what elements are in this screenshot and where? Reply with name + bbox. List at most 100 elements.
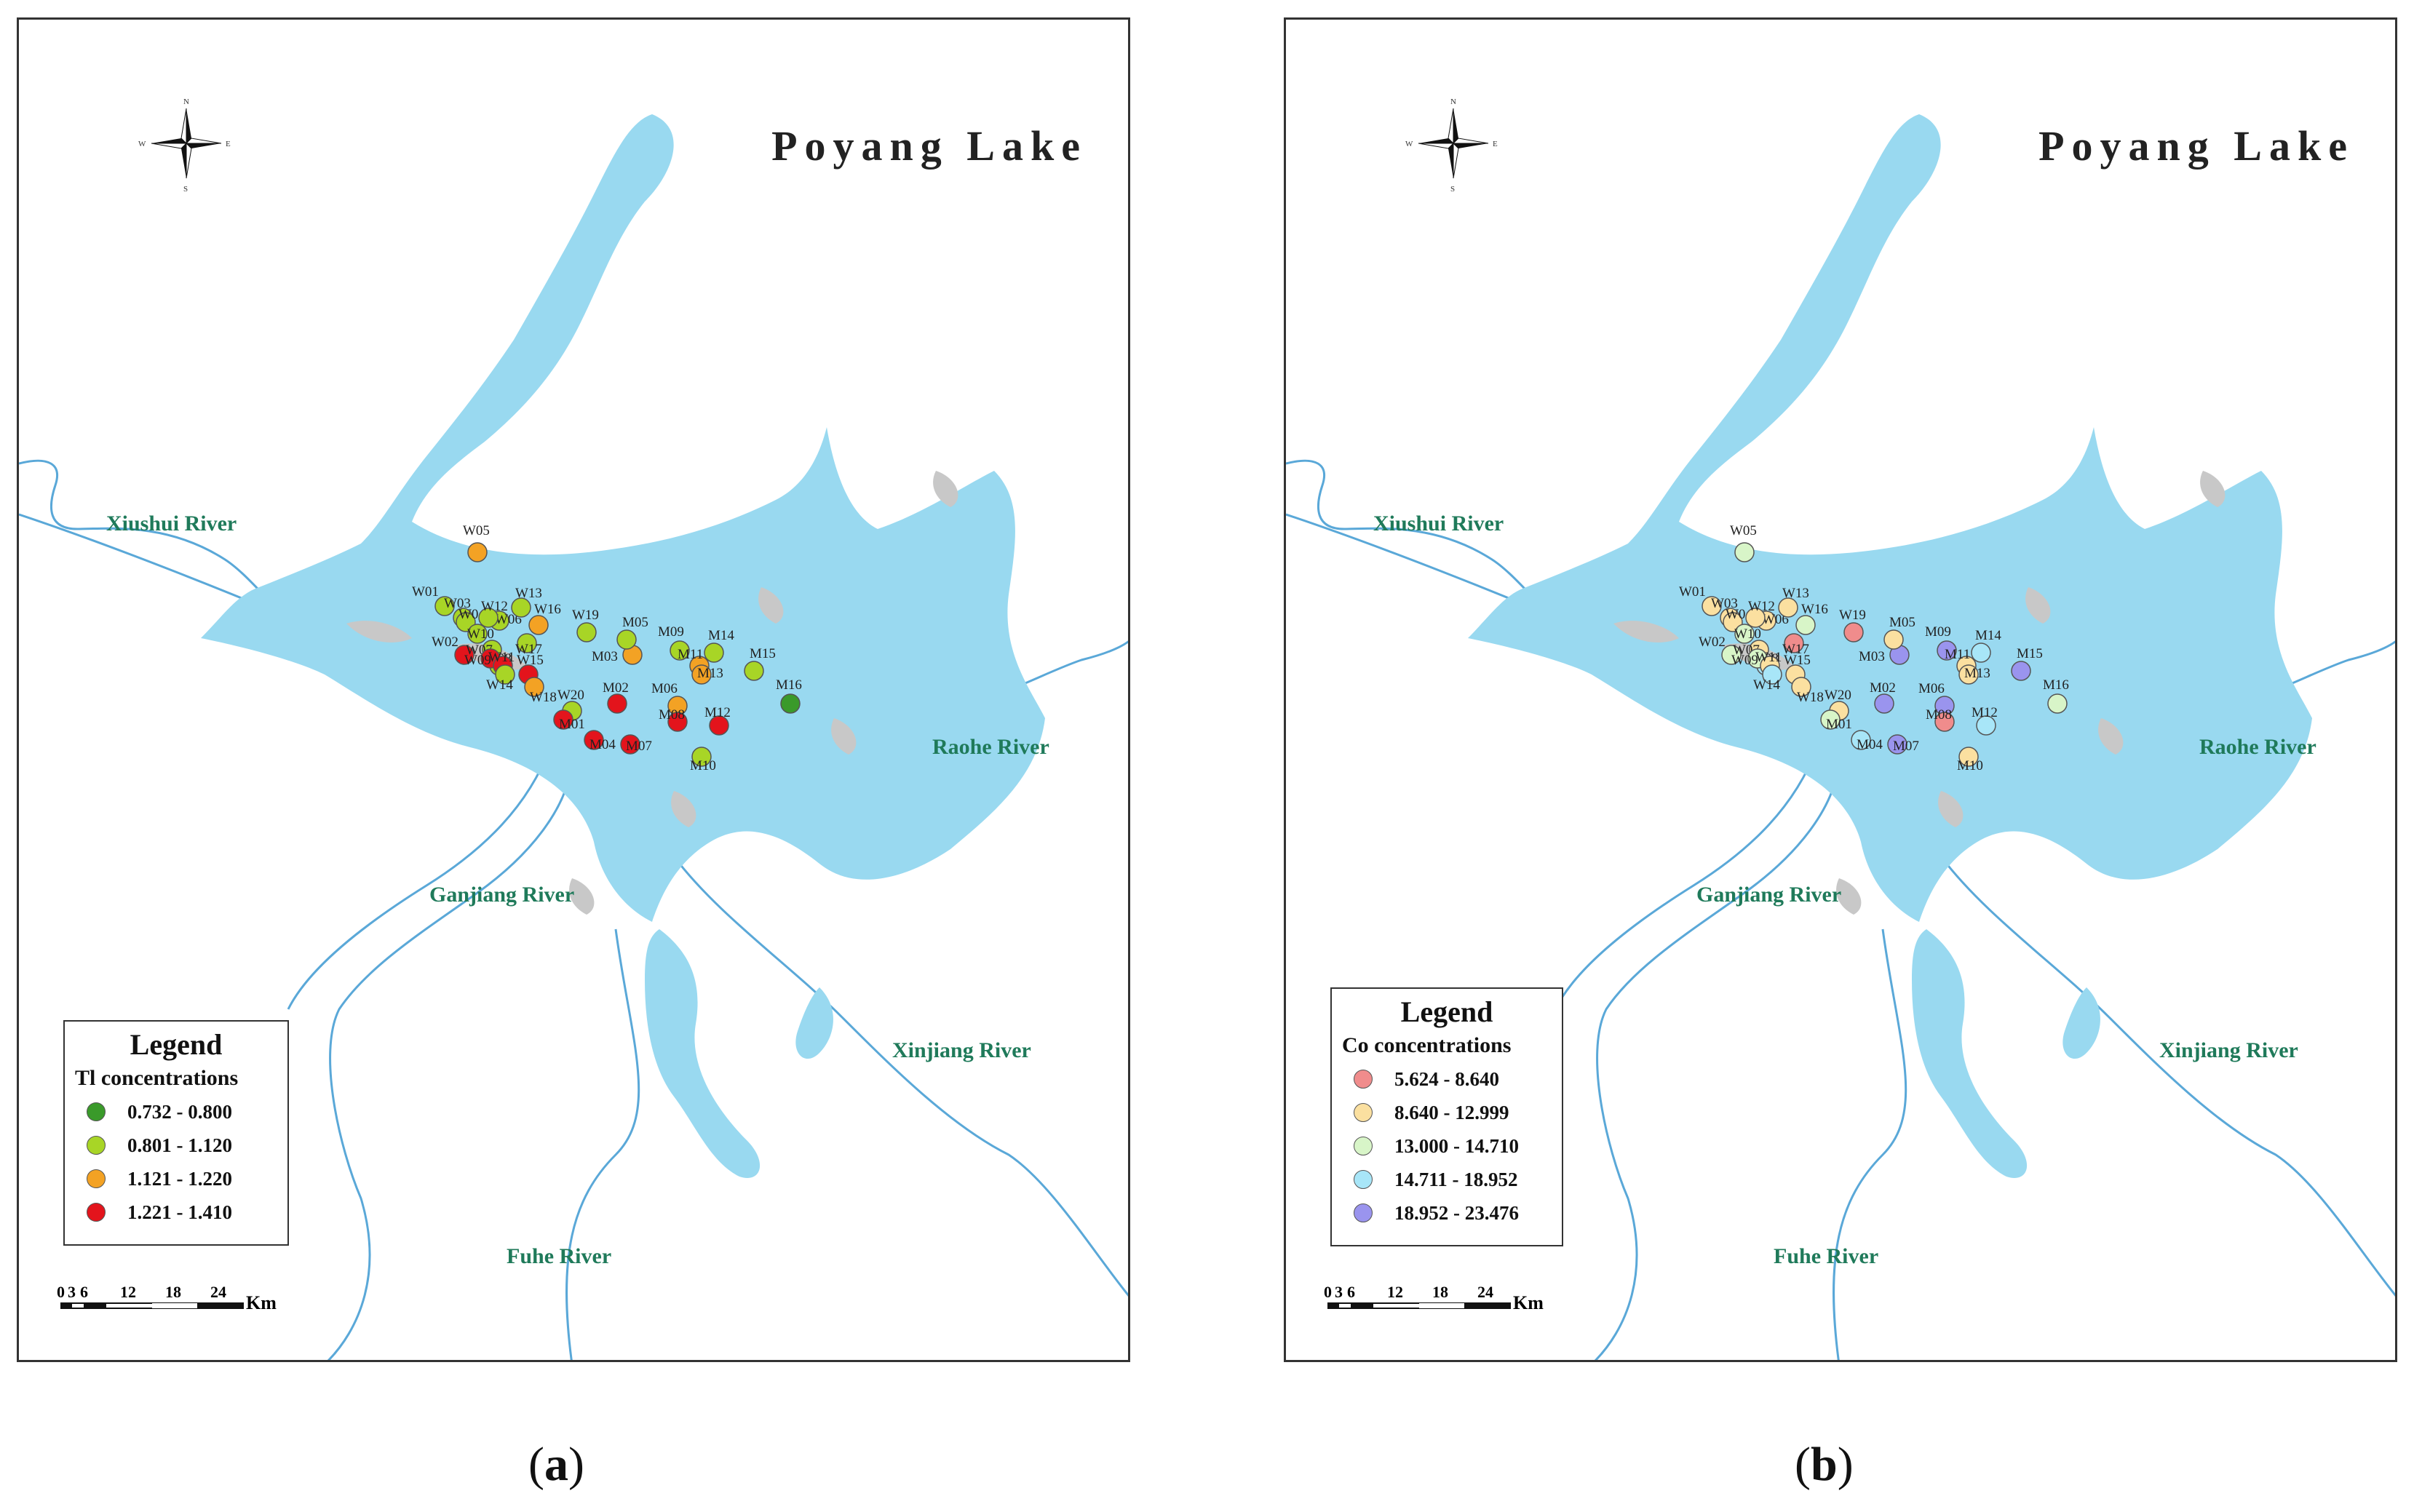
site-label: W06 (495, 612, 522, 627)
river-label-raohe: Raohe River (2199, 735, 2316, 759)
site-label: W03 (1711, 596, 1738, 611)
lake-title: Poyang Lake (2038, 122, 2354, 170)
site-dot (467, 624, 488, 644)
site-dot (1874, 693, 1894, 714)
site-label: W14 (486, 677, 513, 693)
site-label: W06 (1762, 612, 1789, 627)
site-label: W09 (1731, 653, 1758, 668)
site-dot (1883, 629, 1904, 650)
site-dot (576, 622, 597, 642)
site-dot (709, 715, 729, 736)
river-label-ganjiang: Ganjiang River (429, 883, 575, 907)
legend-swatch (1354, 1170, 1373, 1189)
site-dot (1778, 597, 1798, 618)
legend-items: 0.732 - 0.800 0.801 - 1.120 1.121 - 1.220 1… (65, 1095, 287, 1229)
lake-title: Poyang Lake (771, 122, 1087, 170)
site-dot (691, 664, 712, 685)
site-label: M04 (1857, 737, 1883, 752)
legend-label: 1.121 - 1.220 (127, 1167, 232, 1190)
site-dot (704, 642, 724, 663)
site-label: M07 (626, 739, 652, 754)
site-dot (1958, 664, 1979, 685)
compass-e: E (226, 140, 231, 148)
site-dot (511, 597, 531, 618)
site-marker: M09 (1925, 624, 1957, 661)
legend-swatch (1354, 1203, 1373, 1222)
legend-item: 13.000 - 14.710 (1354, 1129, 1562, 1163)
scale-tick-18: 18 (165, 1283, 181, 1301)
site-marker: W17 (1782, 633, 1809, 657)
site-marker: M01 (1820, 709, 1852, 732)
site-label: M12 (1972, 705, 1998, 720)
legend-label: 14.711 - 18.952 (1394, 1168, 1518, 1190)
legend-item: 1.221 - 1.410 (87, 1195, 287, 1229)
site-marker: M15 (2011, 646, 2043, 681)
site-marker: W02 (1699, 634, 1742, 665)
site-label: W16 (534, 602, 561, 617)
site-label: M16 (776, 677, 802, 693)
legend-item: 8.640 - 12.999 (1354, 1096, 1562, 1129)
sample-sites: W01W02W03W04W05W06W07W08W09W10W11W12W13W… (1679, 523, 2069, 773)
site-label: W20 (557, 688, 584, 703)
site-dot (607, 693, 627, 714)
site-label: W12 (1748, 599, 1775, 614)
site-marker: M08 (659, 707, 688, 732)
site-label: W19 (572, 608, 599, 623)
scale-tick-12: 12 (120, 1283, 136, 1301)
site-dot (780, 693, 801, 714)
site-dot (1721, 645, 1742, 665)
site-label: W13 (515, 586, 542, 601)
scale-unit: Km (246, 1292, 277, 1313)
legend-item: 0.801 - 1.120 (87, 1129, 287, 1162)
site-marker: M04 (1851, 730, 1883, 752)
legend-subtitle: Co concentrations (1342, 1033, 1512, 1057)
compass-e: E (1493, 140, 1498, 148)
legend-label: 8.640 - 12.999 (1394, 1101, 1509, 1123)
site-marker: M07 (1887, 734, 1919, 755)
site-label: W18 (1797, 690, 1824, 705)
site-label: M09 (1925, 624, 1951, 640)
panel-caption-b: (b) (1795, 1438, 1854, 1491)
site-dot (1745, 608, 1766, 628)
site-dot (584, 730, 604, 750)
site-marker: M13 (691, 664, 723, 685)
site-label: M07 (1893, 739, 1919, 754)
site-dot (1762, 664, 1782, 685)
site-label: W02 (1699, 634, 1726, 650)
site-label: W17 (515, 642, 542, 657)
site-label: M16 (2043, 677, 2069, 693)
site-marker: M06 (651, 681, 688, 716)
site-label: M15 (2017, 646, 2043, 661)
site-label: W10 (467, 626, 494, 642)
site-marker: M12 (704, 705, 731, 736)
legend-item: 14.711 - 18.952 (1354, 1163, 1562, 1196)
site-label: W01 (1679, 584, 1706, 600)
site-label: W15 (517, 653, 544, 668)
site-dot (1971, 642, 1991, 663)
site-label: W16 (1801, 602, 1828, 617)
river-label-raohe: Raohe River (932, 735, 1049, 759)
site-marker: M16 (2043, 677, 2069, 714)
site-label: W18 (530, 690, 557, 705)
site-dot (670, 640, 690, 661)
map-panel-b: N S E W W01W02W03W04W05W06W07W08W09W10W1… (1284, 17, 2397, 1362)
site-label: W19 (1839, 608, 1866, 623)
site-marker: W05 (1730, 523, 1757, 562)
site-label: W02 (432, 634, 458, 650)
site-marker: M05 (1883, 615, 1915, 650)
river-label-fuhe: Fuhe River (507, 1244, 612, 1268)
site-label: M13 (1964, 666, 1990, 681)
site-label: M03 (1859, 649, 1885, 664)
legend-swatch (87, 1102, 106, 1121)
compass-w: W (138, 140, 146, 148)
scale-unit: Km (1513, 1292, 1544, 1313)
legend-swatch (1354, 1103, 1373, 1122)
compass-s: S (1450, 185, 1455, 194)
site-label: M14 (1975, 628, 2001, 643)
legend-label: 0.801 - 1.120 (127, 1134, 232, 1156)
site-marker: M07 (620, 734, 652, 755)
sample-sites: W01W02W03W04W05W06W07W08W09W10W11W12W13W… (412, 523, 802, 773)
site-dot (667, 712, 688, 732)
scale-bar: 0 3 6 12 18 24 Km (57, 1283, 277, 1313)
scale-tick-6: 6 (1347, 1283, 1355, 1301)
